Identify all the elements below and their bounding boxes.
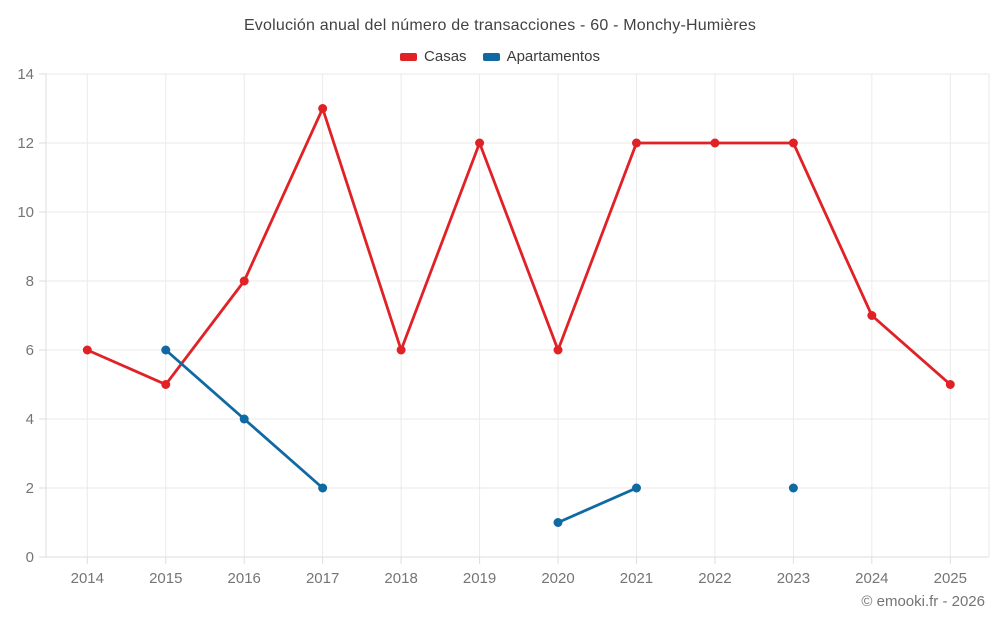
- chart-legend: Casas Apartamentos: [0, 48, 1000, 65]
- point-casas-2020[interactable]: [553, 345, 563, 355]
- x-tick-label: 2020: [541, 570, 574, 587]
- y-tick-label: 2: [26, 480, 34, 497]
- point-casas-2016[interactable]: [239, 276, 249, 286]
- point-casas-2015[interactable]: [161, 380, 171, 389]
- x-tick-label: 2017: [306, 570, 339, 587]
- point-apartamentos-2021[interactable]: [631, 483, 641, 493]
- point-casas-2017[interactable]: [318, 104, 328, 113]
- point-apartamentos-2020[interactable]: [553, 518, 563, 527]
- point-casas-2023[interactable]: [788, 138, 798, 148]
- point-casas-2019[interactable]: [475, 138, 485, 148]
- legend-swatch-apartamentos: [482, 52, 500, 61]
- x-tick-label: 2015: [149, 570, 182, 587]
- x-tick-label: 2019: [463, 570, 496, 587]
- y-tick-label: 8: [26, 273, 34, 290]
- y-tick-label: 12: [17, 135, 34, 152]
- point-apartamentos-2015[interactable]: [161, 345, 171, 355]
- legend-item-casas[interactable]: Casas: [400, 48, 467, 65]
- series-line-casas: [86, 107, 952, 386]
- copyright-footer: © emooki.fr - 2026: [861, 593, 985, 610]
- point-casas-2021[interactable]: [631, 138, 641, 148]
- x-tick-label: 2022: [698, 570, 731, 587]
- series-line-apartamentos: [557, 486, 638, 524]
- x-tick-label: 2021: [620, 570, 653, 587]
- x-tick-label: 2018: [384, 570, 417, 587]
- y-tick-label: 4: [26, 411, 34, 428]
- point-apartamentos-2017[interactable]: [318, 483, 328, 493]
- x-axis-labels: 2014 2015 2016 2017 2018 2019 2020 2021 2022 2023…: [71, 570, 967, 587]
- x-tick-label: 2016: [228, 570, 261, 587]
- legend-label-apartamentos: Apartamentos: [506, 48, 600, 65]
- x-tick-label: 2014: [71, 570, 104, 587]
- legend-label-casas: Casas: [424, 48, 467, 65]
- x-tick-label: 2025: [934, 570, 967, 587]
- legend-swatch-casas: [400, 52, 418, 61]
- y-axis-labels: 0 2 4 6 8 10 12 14: [17, 66, 34, 566]
- x-tick-label: 2023: [777, 570, 810, 587]
- y-tick-label: 6: [26, 342, 34, 359]
- y-tick-label: 10: [17, 204, 34, 221]
- legend-item-apartamentos[interactable]: Apartamentos: [482, 48, 600, 65]
- chart-title: Evolución anual del número de transaccio…: [243, 17, 757, 34]
- x-tick-label: 2024: [855, 570, 888, 587]
- point-casas-2014[interactable]: [82, 345, 92, 355]
- gridlines: [39, 73, 990, 564]
- y-tick-label: 0: [26, 549, 34, 566]
- point-casas-2022[interactable]: [710, 138, 720, 148]
- point-casas-2024[interactable]: [867, 311, 877, 320]
- series-apartamentos: [161, 345, 798, 527]
- series-casas: [82, 104, 955, 389]
- point-casas-2025[interactable]: [945, 380, 955, 389]
- y-tick-label: 14: [17, 66, 34, 83]
- point-apartamentos-2016[interactable]: [239, 414, 249, 424]
- point-apartamentos-2023[interactable]: [788, 483, 798, 493]
- point-casas-2018[interactable]: [396, 345, 406, 355]
